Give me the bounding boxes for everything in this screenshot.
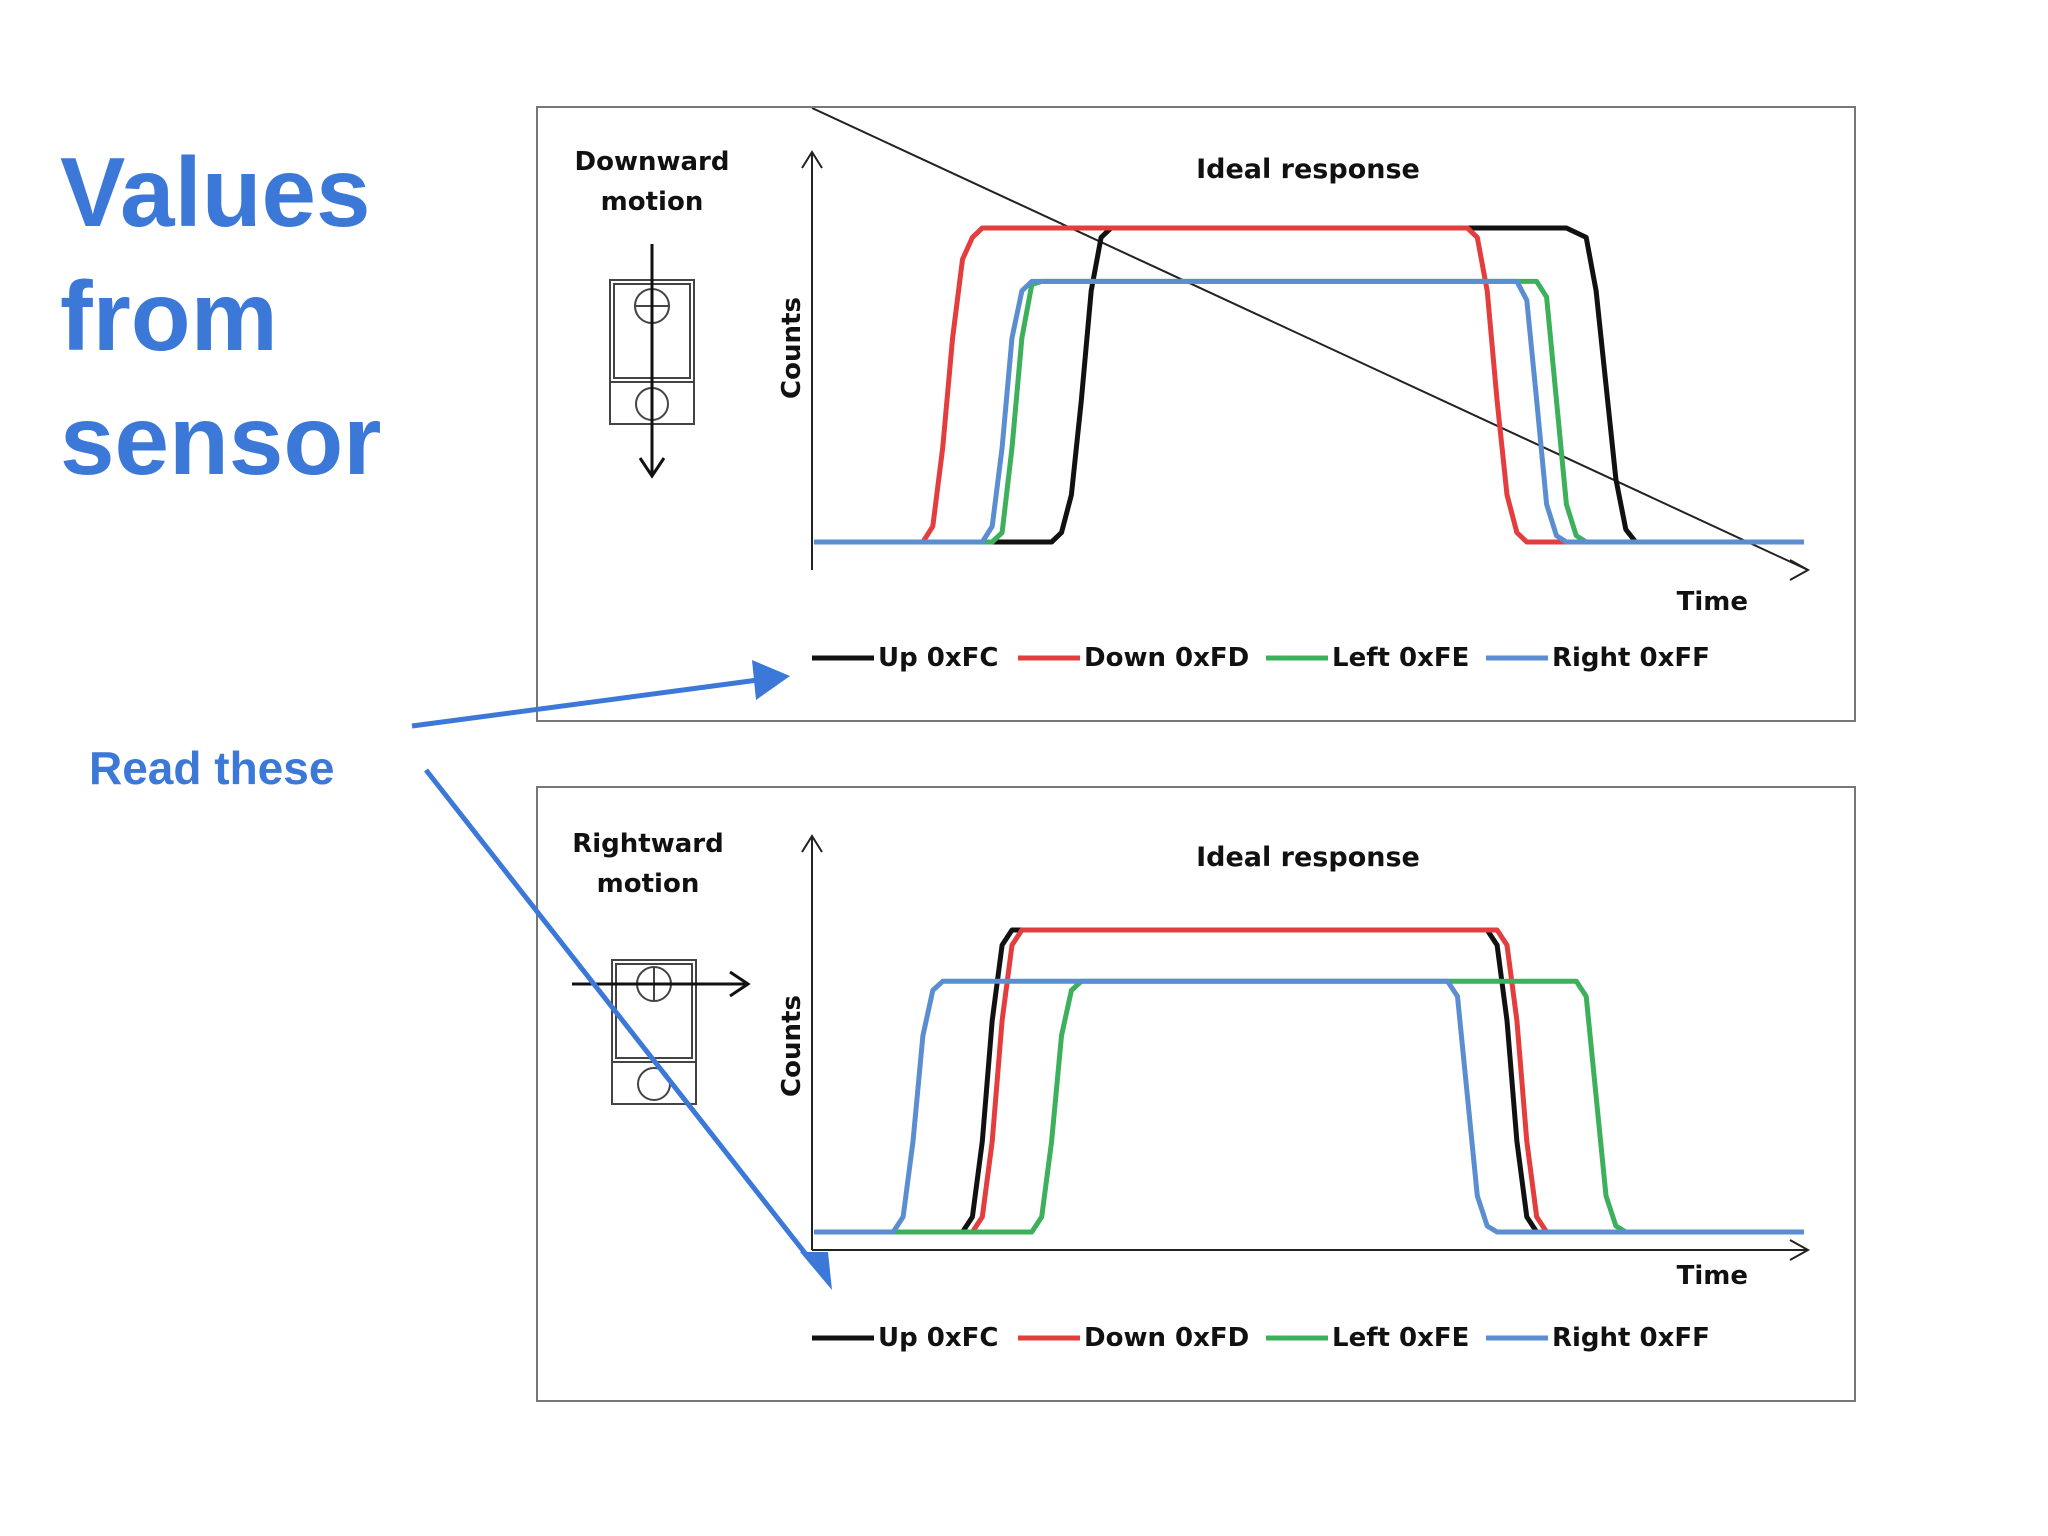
axes	[801, 108, 1811, 581]
legend-item-up: Up 0xFC	[812, 1323, 998, 1353]
series-line-right	[814, 278, 1804, 545]
chart-panel-rightward: Rightward motion Ideal response Counts T…	[536, 786, 1856, 1402]
slide-title-line-1: Values	[60, 137, 371, 247]
legend-item-up: Up 0xFC	[812, 643, 998, 673]
motion-label-line-1: Downward	[575, 147, 730, 177]
legend-item-right: Right 0xFF	[1486, 1323, 1710, 1353]
chart-title: Ideal response	[1196, 154, 1420, 185]
series-group	[814, 225, 1804, 545]
callout-label: Read these	[89, 742, 335, 794]
legend-label-left: Left 0xFE	[1332, 643, 1469, 673]
legend: Up 0xFC Down 0xFD Left 0xFE Right 0xFF	[812, 1323, 1710, 1353]
slide-title-line-3: sensor	[60, 385, 382, 495]
axes	[801, 834, 1811, 1261]
chart-svg-downward: Downward motion Ideal response Counts Ti…	[575, 108, 1811, 673]
series-line-right	[814, 978, 1804, 1235]
legend-label-down: Down 0xFD	[1084, 1323, 1249, 1353]
legend-item-down: Down 0xFD	[1018, 643, 1249, 673]
legend-label-up: Up 0xFC	[878, 643, 998, 673]
x-axis-label: Time	[1677, 587, 1748, 617]
legend-label-right: Right 0xFF	[1552, 643, 1710, 673]
legend-label-down: Down 0xFD	[1084, 643, 1249, 673]
legend: Up 0xFC Down 0xFD Left 0xFE Right 0xFF	[812, 643, 1710, 673]
legend-item-down: Down 0xFD	[1018, 1323, 1249, 1353]
legend-label-left: Left 0xFE	[1332, 1323, 1469, 1353]
motion-label-line-1: Rightward	[572, 829, 723, 859]
x-axis-label: Time	[1677, 1261, 1748, 1291]
slide-title-line-2: from	[60, 261, 278, 371]
y-axis-label: Counts	[777, 995, 807, 1097]
chart-panel-downward: Downward motion Ideal response Counts Ti…	[536, 106, 1856, 722]
series-line-down	[814, 927, 1804, 1235]
legend-label-up: Up 0xFC	[878, 1323, 998, 1353]
y-axis-label: Counts	[777, 297, 807, 399]
sensor-rightward-arrow-icon	[572, 959, 751, 1105]
series-line-down	[814, 225, 1804, 545]
series-group	[814, 927, 1804, 1235]
series-line-left	[814, 978, 1804, 1235]
series-line-up	[814, 927, 1804, 1235]
sensor-downward-arrow-icon	[609, 244, 695, 479]
series-line-left	[814, 278, 1804, 545]
motion-label-line-2: motion	[597, 869, 700, 899]
legend-label-right: Right 0xFF	[1552, 1323, 1710, 1353]
chart-title: Ideal response	[1196, 842, 1420, 873]
motion-label-line-2: motion	[601, 187, 704, 217]
legend-item-left: Left 0xFE	[1266, 1323, 1469, 1353]
chart-svg-rightward: Rightward motion Ideal response Counts T…	[572, 829, 1811, 1353]
legend-item-right: Right 0xFF	[1486, 643, 1710, 673]
legend-item-left: Left 0xFE	[1266, 643, 1469, 673]
slide-title: Values from sensor	[60, 130, 480, 502]
